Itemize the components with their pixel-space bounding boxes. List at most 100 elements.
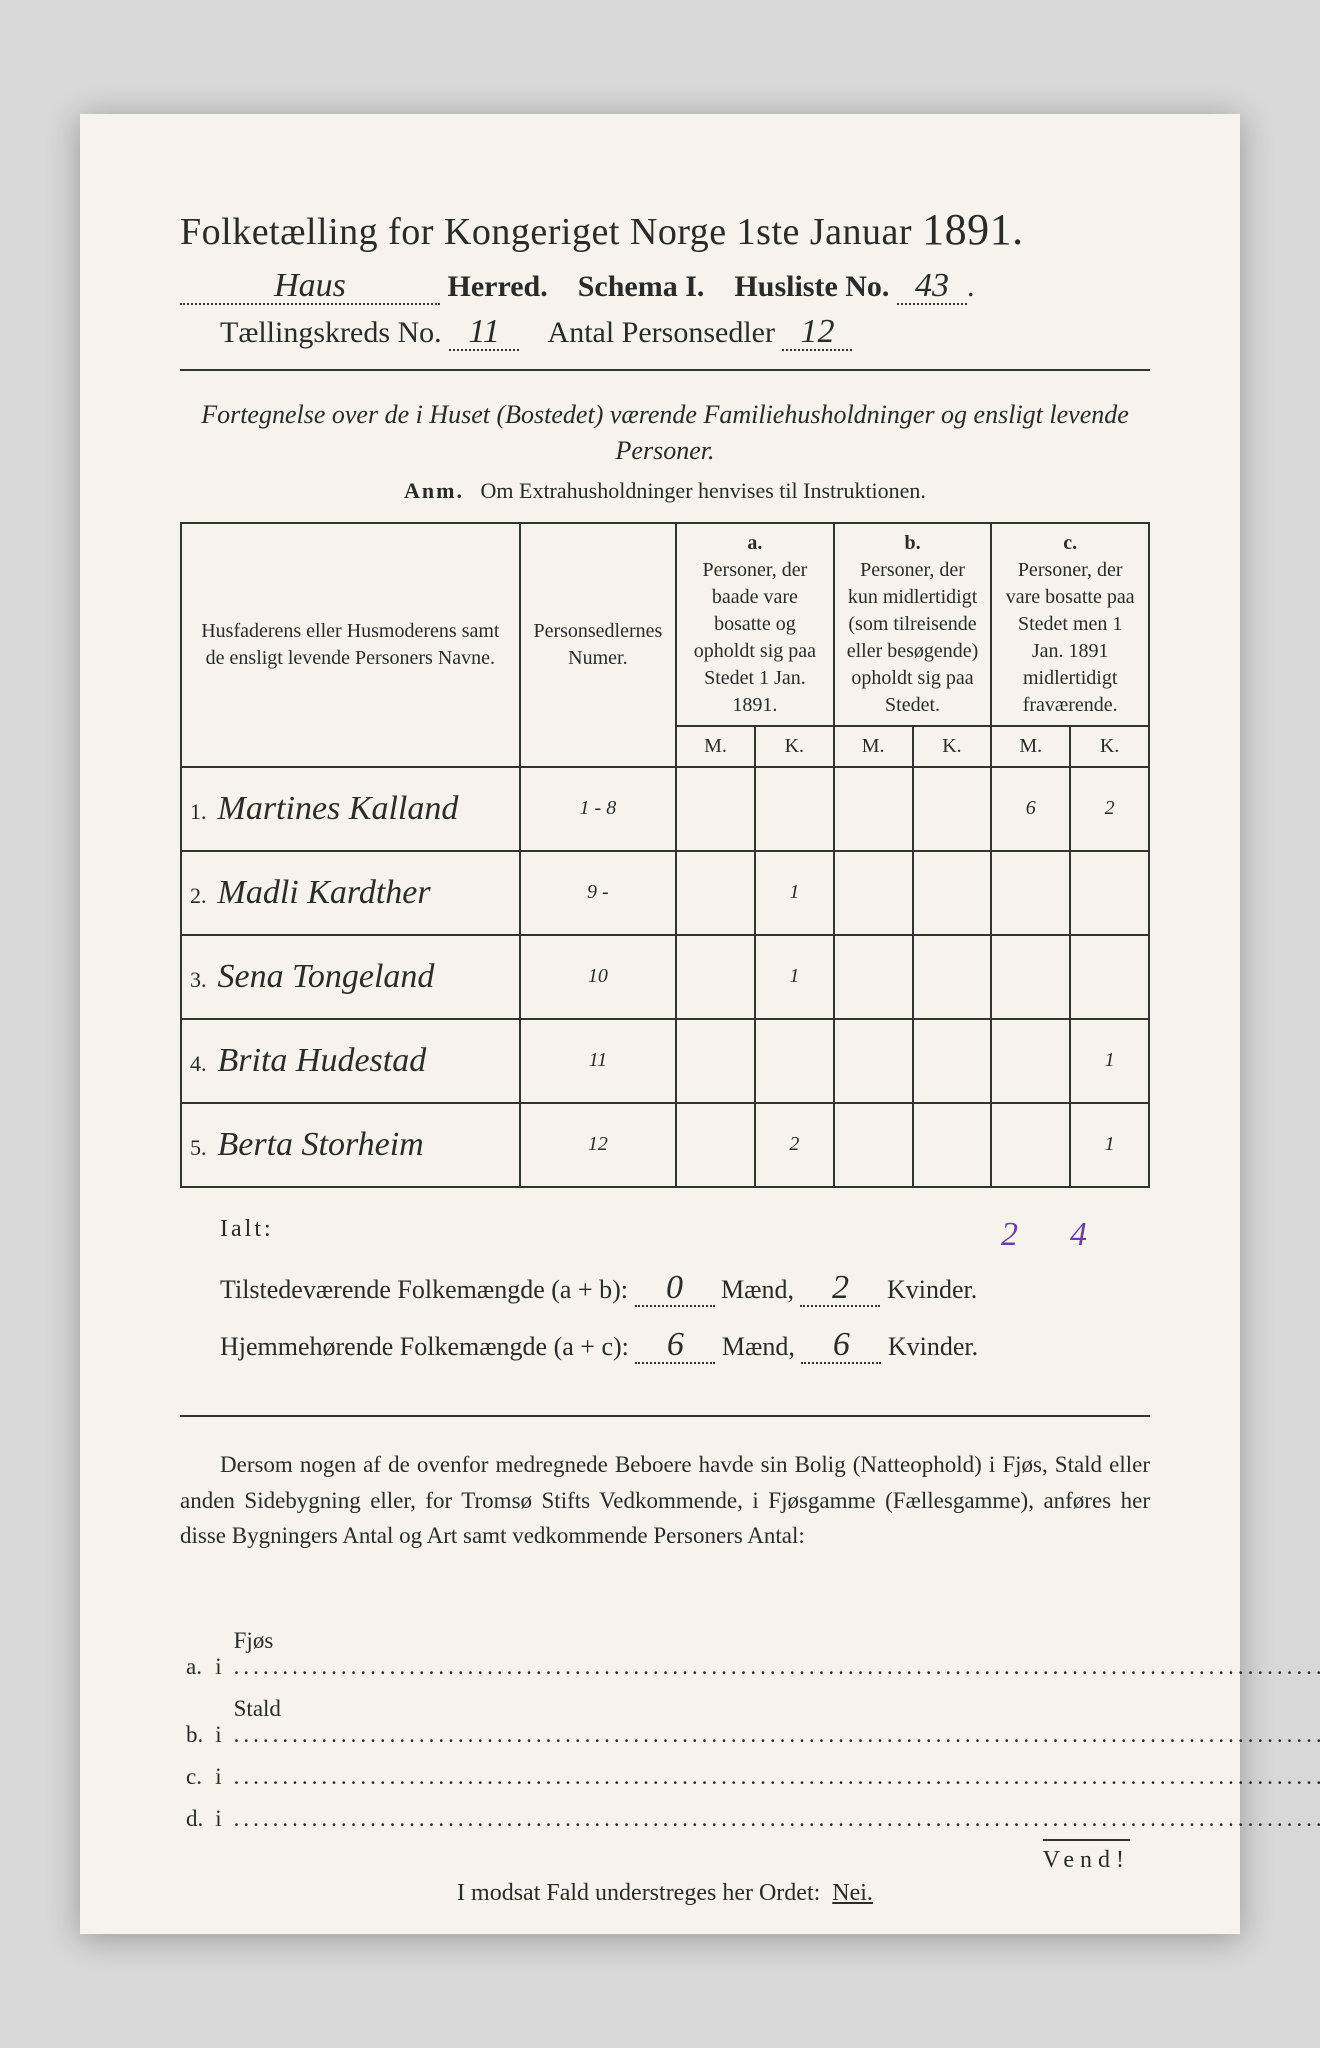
kvinder-label-1: Kvinder. (887, 1275, 977, 1304)
numer-cell: 1 - 8 (520, 767, 676, 851)
b-k-cell (913, 851, 992, 935)
table-row: 2. Madli Kardther9 -1 (181, 851, 1149, 935)
vend-label: Vend! (1043, 1839, 1130, 1874)
bldg-letter: c. (180, 1756, 209, 1798)
col-c: c. Personer, der vare bosatte paa Stedet… (991, 523, 1149, 726)
bldg-name (228, 1756, 1320, 1798)
b-m-cell (834, 767, 913, 851)
ialt-note1: 2 (1001, 1216, 1021, 1253)
herred-value: Haus (180, 269, 440, 305)
a-m-cell (676, 767, 755, 851)
bldg-row: b.iStald (180, 1688, 1320, 1756)
b-m-cell (834, 851, 913, 935)
col-a-k: K. (755, 726, 834, 767)
col-b: b. Personer, der kun midlertidigt (som t… (834, 523, 992, 726)
c-m-cell: 6 (991, 767, 1070, 851)
table-row: 5. Berta Storheim12 2 1 (181, 1103, 1149, 1187)
ialt-notes: 2 4 (1001, 1216, 1090, 1254)
herred-line: Haus Herred. Schema I. Husliste No. 43. (180, 269, 1150, 305)
subtitle-italic: Fortegnelse over de i Huset (Bostedet) v… (180, 397, 1150, 470)
b-k-cell (913, 1103, 992, 1187)
col-b-text: Personer, der kun midlertidigt (som tilr… (843, 557, 983, 719)
antal-label: Antal Personsedler (548, 316, 775, 349)
col-b-m: M. (834, 726, 913, 767)
ialt-note2: 4 (1070, 1216, 1090, 1253)
husliste-label: Husliste No. (734, 270, 889, 303)
anm-text: Om Extrahusholdninger henvises til Instr… (481, 478, 926, 503)
kreds-value: 11 (449, 315, 519, 351)
bldg-name (228, 1798, 1320, 1840)
c-k-cell (1070, 851, 1149, 935)
numer-cell: 10 (520, 935, 676, 1019)
table-head: Husfaderens eller Husmoderens samt de en… (181, 523, 1149, 767)
kreds-label: Tællingskreds No. (220, 316, 442, 349)
name-cell: 4. Brita Hudestad (181, 1019, 520, 1103)
name-cell: 1. Martines Kalland (181, 767, 520, 851)
hjemme-k: 6 (801, 1328, 881, 1364)
col-numer: Personsedlernes Numer. (520, 523, 676, 767)
title-prefix: Folketælling for Kongeriget Norge 1ste J… (180, 211, 912, 253)
household-table: Husfaderens eller Husmoderens samt de en… (180, 522, 1150, 1188)
col-b-label: b. (843, 530, 983, 557)
a-m-cell (676, 1019, 755, 1103)
b-k-cell (913, 767, 992, 851)
col-name: Husfaderens eller Husmoderens samt de en… (181, 523, 520, 767)
a-m-cell (676, 935, 755, 1019)
col-a: a. Personer, der baade vare bosatte og o… (676, 523, 834, 726)
a-k-cell: 1 (755, 935, 834, 1019)
a-k-cell: 2 (755, 1103, 834, 1187)
table-body: 1. Martines Kalland1 - 8 6 2 2. Madli Kardt… (181, 767, 1149, 1187)
totals-block: Tilstedeværende Folkemængde (a + b): 0 M… (220, 1261, 1150, 1375)
kvinder-label-2: Kvinder. (888, 1332, 978, 1361)
c-m-cell (991, 1019, 1070, 1103)
a-k-cell: 1 (755, 851, 834, 935)
a-k-cell (755, 767, 834, 851)
maend-label-2: Mænd, (722, 1332, 795, 1361)
numer-cell: 12 (520, 1103, 676, 1187)
a-k-cell (755, 1019, 834, 1103)
col-b-k: K. (913, 726, 992, 767)
b-k-cell (913, 935, 992, 1019)
antal-value: 12 (782, 315, 852, 351)
name-cell: 3. Sena Tongeland (181, 935, 520, 1019)
col-a-label: a. (685, 530, 825, 557)
bldg-letter: a. (180, 1620, 209, 1688)
hjemme-m: 6 (635, 1328, 715, 1364)
col-a-m: M. (676, 726, 755, 767)
total-line-1: Tilstedeværende Folkemængde (a + b): 0 M… (220, 1261, 1150, 1318)
divider (180, 369, 1150, 371)
name-cell: 2. Madli Kardther (181, 851, 520, 935)
bldg-i: i (209, 1620, 227, 1688)
schema-label: Schema I. (578, 270, 705, 303)
tilstede-m: 0 (635, 1271, 715, 1307)
husliste-value: 43 (897, 269, 967, 305)
bldg-row: d.i (180, 1798, 1320, 1840)
a-m-cell (676, 1103, 755, 1187)
c-k-cell: 1 (1070, 1103, 1149, 1187)
divider-2 (180, 1415, 1150, 1417)
ialt-label: Ialt: (220, 1216, 274, 1242)
numer-cell: 11 (520, 1019, 676, 1103)
table-row: 1. Martines Kalland1 - 862 (181, 767, 1149, 851)
footer-text: I modsat Fald understreges her Ordet: (457, 1880, 820, 1906)
c-m-cell (991, 1103, 1070, 1187)
b-m-cell (834, 1103, 913, 1187)
bldg-i: i (209, 1688, 227, 1756)
herred-label: Herred. (448, 270, 548, 303)
bldg-name: Stald (228, 1688, 1320, 1756)
bldg-letter: d. (180, 1798, 209, 1840)
anm-label: Anm. (404, 478, 464, 503)
ialt-row: Ialt: 2 4 (220, 1216, 1150, 1243)
main-title: Folketælling for Kongeriget Norge 1ste J… (180, 204, 1150, 255)
tilstede-label: Tilstedeværende Folkemængde (a + b): (220, 1275, 628, 1304)
col-c-text: Personer, der vare bosatte paa Stedet me… (1000, 557, 1140, 719)
building-paragraph: Dersom nogen af de ovenfor medregnede Be… (180, 1447, 1150, 1554)
col-c-label: c. (1000, 530, 1140, 557)
c-m-cell (991, 851, 1070, 935)
table-row: 3. Sena Tongeland10 1 (181, 935, 1149, 1019)
name-cell: 5. Berta Storheim (181, 1103, 520, 1187)
anm-line: Anm. Om Extrahusholdninger henvises til … (180, 478, 1150, 504)
c-m-cell (991, 935, 1070, 1019)
building-table: Mænd. Kvinder. a.iFjøs b.iStald c.id.i (180, 1578, 1320, 1840)
bldg-row: c.i (180, 1756, 1320, 1798)
